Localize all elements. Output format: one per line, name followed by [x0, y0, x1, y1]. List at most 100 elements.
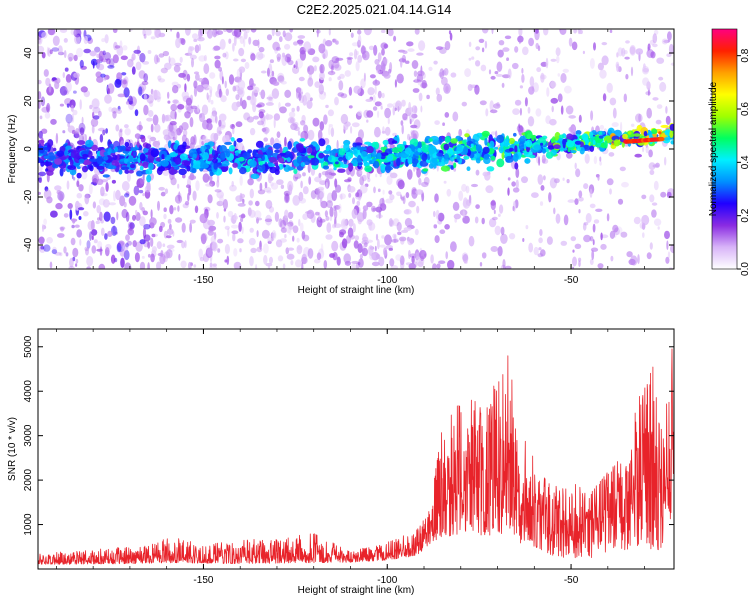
noise-blob [59, 193, 64, 203]
noise-blob [83, 35, 89, 45]
noise-blob [94, 46, 101, 53]
noise-blob [436, 263, 441, 269]
noise-blob [193, 80, 198, 89]
noise-blob [187, 46, 193, 57]
noise-blob [656, 57, 665, 64]
noise-blob [411, 255, 415, 264]
noise-blob [458, 128, 463, 137]
noise-blob [633, 216, 641, 225]
noise-blob [169, 205, 174, 215]
noise-blob [593, 156, 598, 165]
noise-blob [519, 85, 524, 89]
noise-blob [461, 101, 467, 107]
noise-blob [72, 177, 76, 181]
noise-blob [63, 38, 68, 43]
noise-blob [346, 56, 353, 60]
noise-blob [382, 189, 385, 195]
noise-blob [668, 43, 674, 55]
ridge-blob [96, 165, 105, 170]
noise-blob [389, 219, 395, 227]
ridge-blob [124, 146, 132, 152]
noise-blob [289, 29, 294, 33]
noise-blob [493, 209, 496, 215]
noise-blob [444, 112, 450, 118]
ridge-blob [589, 131, 594, 138]
noise-blob [104, 94, 112, 104]
noise-blob [194, 205, 199, 214]
noise-blob [372, 207, 377, 212]
noise-blob [64, 67, 69, 72]
noise-blob [272, 81, 280, 86]
noise-blob [316, 192, 321, 200]
noise-blob [535, 108, 542, 117]
noise-blob [372, 106, 378, 111]
noise-blob [670, 244, 674, 254]
noise-blob [182, 174, 186, 179]
noise-blob [362, 209, 367, 220]
noise-blob [347, 227, 354, 238]
noise-blob [479, 100, 487, 106]
noise-blob [214, 55, 221, 60]
snr-x-tick-label: -150 [193, 575, 213, 586]
ridge-blob [525, 158, 529, 164]
noise-blob [369, 253, 376, 261]
noise-blob [288, 111, 296, 118]
noise-blob [396, 73, 404, 84]
ridge-blob [463, 155, 470, 160]
ridge-blob [52, 163, 59, 169]
noise-blob [240, 58, 246, 63]
ridge-blob [65, 145, 72, 150]
noise-blob [140, 136, 146, 143]
noise-blob [397, 179, 405, 190]
noise-blob [319, 63, 325, 74]
noise-blob [220, 95, 227, 103]
noise-blob [246, 116, 254, 123]
noise-blob [267, 173, 273, 184]
noise-blob [382, 197, 385, 207]
noise-blob [655, 162, 660, 168]
ridge-blob [112, 154, 118, 161]
noise-blob [593, 42, 596, 51]
noise-blob [620, 231, 628, 238]
noise-blob [317, 186, 325, 191]
noise-blob [351, 42, 359, 47]
noise-blob [418, 40, 426, 51]
noise-blob [401, 124, 404, 135]
noise-blob [216, 179, 220, 188]
noise-blob [315, 211, 320, 216]
noise-blob [181, 241, 186, 249]
noise-blob [642, 77, 650, 86]
noise-blob [84, 246, 90, 252]
noise-blob [658, 76, 664, 81]
noise-blob [555, 213, 561, 224]
noise-blob [574, 198, 579, 206]
noise-blob [566, 152, 573, 159]
noise-blob [138, 121, 142, 132]
noise-blob [280, 227, 287, 233]
noise-blob [139, 239, 146, 245]
noise-blob [238, 47, 245, 57]
noise-blob [211, 110, 218, 117]
noise-blob [209, 72, 216, 79]
noise-blob [400, 237, 405, 245]
ridge-blob [531, 134, 535, 142]
noise-blob [578, 260, 581, 268]
noise-blob [141, 255, 145, 259]
noise-blob [62, 72, 65, 78]
noise-blob [153, 54, 159, 65]
ridge-blob [273, 143, 282, 150]
noise-blob [287, 59, 294, 66]
noise-blob [540, 249, 546, 257]
noise-blob [285, 193, 289, 203]
noise-blob [44, 186, 49, 192]
noise-blob [377, 90, 382, 99]
noise-blob [102, 199, 110, 208]
noise-blob [298, 197, 307, 204]
ridge-blob [525, 139, 533, 148]
noise-blob [325, 181, 328, 189]
noise-blob [450, 72, 457, 78]
noise-blob [97, 217, 101, 221]
noise-blob [617, 47, 623, 57]
noise-blob [273, 232, 276, 238]
